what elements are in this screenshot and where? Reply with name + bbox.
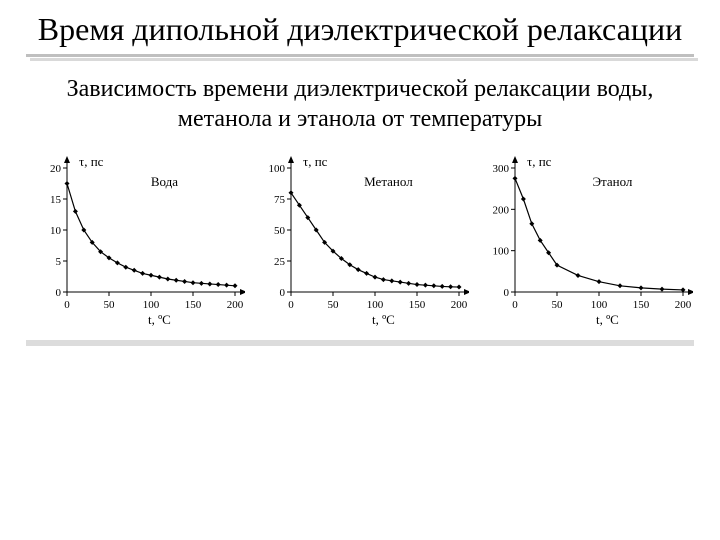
svg-text:τ, пс: τ, пс bbox=[527, 154, 552, 169]
svg-text:100: 100 bbox=[493, 246, 510, 258]
svg-text:Метанол: Метанол bbox=[364, 174, 413, 189]
svg-text:5: 5 bbox=[56, 256, 62, 268]
svg-text:50: 50 bbox=[274, 225, 286, 237]
svg-text:Вода: Вода bbox=[151, 174, 178, 189]
svg-text:200: 200 bbox=[493, 205, 510, 217]
svg-text:0: 0 bbox=[64, 299, 70, 311]
svg-text:10: 10 bbox=[50, 225, 62, 237]
svg-text:200: 200 bbox=[451, 299, 468, 311]
svg-text:15: 15 bbox=[50, 194, 62, 206]
svg-text:0: 0 bbox=[280, 287, 286, 299]
svg-text:t, ºC: t, ºC bbox=[372, 312, 395, 327]
svg-text:0: 0 bbox=[504, 287, 510, 299]
chart-water: 05101520050100150200τ, псt, ºCВода bbox=[26, 144, 246, 334]
svg-text:150: 150 bbox=[185, 299, 202, 311]
charts-row: 05101520050100150200τ, псt, ºCВода 02550… bbox=[0, 144, 720, 334]
svg-text:0: 0 bbox=[512, 299, 518, 311]
svg-text:25: 25 bbox=[274, 256, 286, 268]
chart-ethanol: 0 100 200 300 0 50 100 150 200 τ, пс t, ºC Этанол bbox=[474, 144, 694, 334]
svg-text:150: 150 bbox=[633, 299, 650, 311]
svg-text:20: 20 bbox=[50, 163, 62, 175]
svg-text:τ, пс: τ, пс bbox=[79, 154, 104, 169]
svg-text:100: 100 bbox=[143, 299, 160, 311]
svg-text:200: 200 bbox=[227, 299, 244, 311]
svg-text:τ, пс: τ, пс bbox=[303, 154, 328, 169]
svg-text:150: 150 bbox=[409, 299, 426, 311]
svg-text:50: 50 bbox=[552, 299, 564, 311]
svg-text:100: 100 bbox=[269, 163, 286, 175]
slide: { "title": "Время дипольной диэлектричес… bbox=[0, 0, 720, 540]
svg-text:Этанол: Этанол bbox=[592, 174, 632, 189]
chart-methanol: 0 25 50 75 100 0 50 100 150 200 τ, пс t, ºC Метанол bbox=[250, 144, 470, 334]
svg-text:50: 50 bbox=[104, 299, 116, 311]
svg-text:t, ºC: t, ºC bbox=[596, 312, 619, 327]
svg-text:0: 0 bbox=[56, 287, 62, 299]
svg-text:50: 50 bbox=[328, 299, 340, 311]
svg-text:0: 0 bbox=[288, 299, 294, 311]
slide-title: Время дипольной диэлектрической релаксац… bbox=[0, 0, 720, 54]
svg-text:200: 200 bbox=[675, 299, 692, 311]
title-divider bbox=[26, 54, 694, 64]
svg-text:75: 75 bbox=[274, 194, 286, 206]
svg-text:100: 100 bbox=[591, 299, 608, 311]
svg-text:100: 100 bbox=[367, 299, 384, 311]
svg-text:t, ºC: t, ºC bbox=[148, 312, 171, 327]
charts-shadow bbox=[26, 340, 694, 346]
slide-subtitle: Зависимость времени диэлектрической рела… bbox=[0, 68, 720, 144]
svg-text:300: 300 bbox=[493, 163, 510, 175]
